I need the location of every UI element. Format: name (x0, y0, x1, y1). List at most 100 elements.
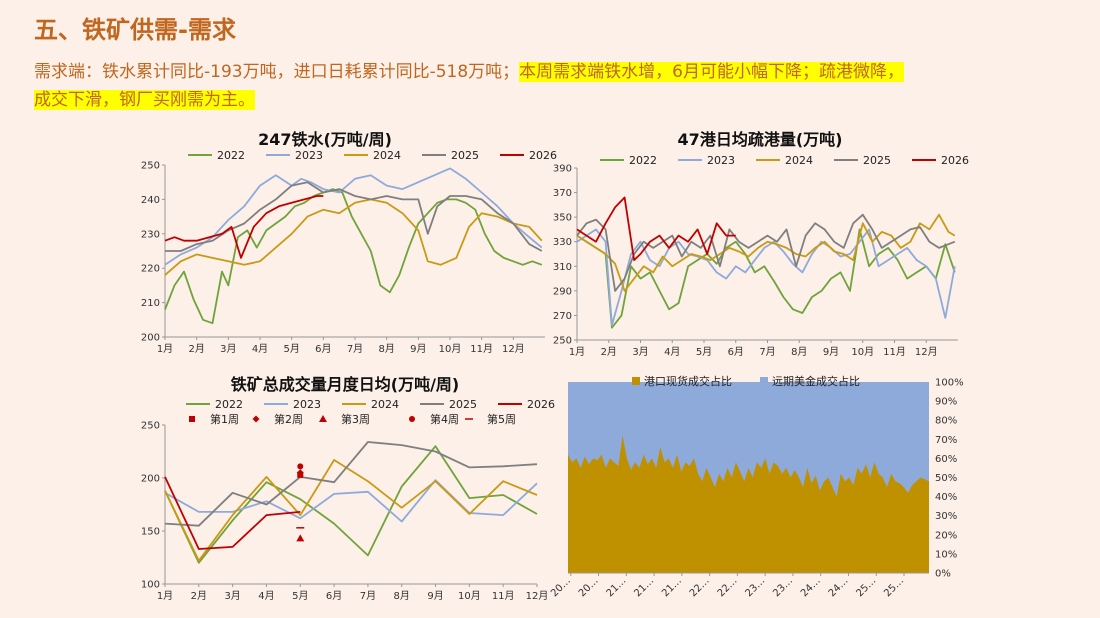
series-line-2026 (164, 195, 324, 259)
x-tick-label: 11月 (470, 343, 493, 355)
x-tick-label: 9月 (427, 590, 443, 602)
x-tick-label: 25… (855, 575, 879, 599)
chart-1-title: 247铁水(万吨/周) (258, 130, 392, 149)
x-tick-label: 12月 (502, 343, 525, 355)
summary-plain: 需求端：铁水累计同比-193万吨，进口日耗累计同比-518万吨； (34, 62, 520, 82)
summary-highlight-1: 本周需求端铁水增，6月可能小幅下降；疏港微降， (519, 62, 904, 82)
weekly-legend-symbol-3 (319, 415, 327, 422)
series-line-2024 (164, 198, 543, 276)
x-tick-label: 9月 (410, 343, 426, 355)
weekly-legend-symbol-4 (409, 416, 415, 422)
x-tick-label: 20… (577, 575, 601, 599)
y-tick-label: 150 (141, 527, 160, 538)
y-tick-label: 200 (141, 333, 160, 344)
legend-label-2025: 2025 (449, 398, 477, 411)
x-tick-label: 5月 (283, 343, 299, 355)
legend-label-port: 港口现货成交占比 (644, 374, 732, 388)
y-tick-label: 20% (935, 530, 957, 541)
y-tick-label: 60% (935, 454, 957, 465)
legend-label-2024: 2024 (785, 154, 813, 167)
series-line-2025 (165, 181, 543, 252)
x-tick-label: 4月 (258, 590, 274, 602)
y-tick-label: 210 (141, 298, 160, 309)
y-tick-label: 220 (141, 264, 160, 275)
legend-label-2026: 2026 (529, 149, 557, 162)
x-tick-label: 8月 (378, 343, 394, 355)
legend-label-2025: 2025 (863, 154, 891, 167)
x-tick-label: 8月 (791, 346, 807, 358)
x-tick-label: 6月 (315, 343, 331, 355)
x-tick-label: 2月 (191, 590, 207, 602)
y-tick-label: 350 (553, 213, 572, 224)
y-tick-label: 100% (935, 378, 964, 389)
x-tick-label: 5月 (292, 590, 308, 602)
x-tick-label: 23… (743, 575, 767, 599)
summary-highlight-2: 成交下滑，钢厂买刚需为主。 (34, 90, 255, 110)
y-tick-label: 370 (553, 188, 572, 199)
x-tick-label: 7月 (759, 346, 775, 358)
x-tick-label: 24… (799, 575, 823, 599)
x-tick-label: 24… (827, 575, 851, 599)
x-tick-label: 7月 (347, 343, 363, 355)
y-tick-label: 80% (935, 416, 957, 427)
weekly-legend-symbol-1 (189, 416, 195, 422)
x-tick-label: 7月 (360, 590, 376, 602)
port-clearance-chart: 250 270 290 310 330 350 370 390 1月 2月 3月 4月 5月 6月 7月 8月… (553, 154, 969, 358)
y-tick-label: 330 (553, 237, 572, 248)
series-line-2024 (164, 459, 538, 562)
chart-2-title: 47港日均疏港量(万吨) (678, 130, 843, 149)
x-tick-label: 3月 (632, 346, 648, 358)
x-tick-label: 22… (716, 575, 740, 599)
x-tick-label: 25… (882, 575, 906, 599)
x-tick-label: 10月 (439, 343, 462, 355)
x-tick-label: 10月 (851, 346, 874, 358)
y-tick-label: 250 (141, 421, 160, 432)
weekly-legend-label-2: 第2周 (274, 412, 303, 426)
series-line-2023 (164, 167, 543, 266)
x-tick-label: 21… (605, 575, 629, 599)
y-tick-label: 50% (935, 473, 957, 484)
series-line-2025 (164, 441, 538, 527)
x-tick-label: 21… (660, 575, 684, 599)
legend-label-2023: 2023 (293, 398, 321, 411)
weekly-legend-label-5: 第5周 (487, 412, 516, 426)
legend-label-forward: 远期美金成交占比 (772, 374, 860, 388)
weekly-marker-2 (296, 469, 304, 477)
y-tick-label: 250 (553, 336, 572, 347)
x-tick-label: 21… (632, 575, 656, 599)
x-tick-label: 3月 (224, 590, 240, 602)
legend-label-2023: 2023 (707, 154, 735, 167)
legend-label-2024: 2024 (373, 149, 401, 162)
y-tick-label: 310 (553, 262, 572, 273)
weekly-marker-4 (297, 463, 304, 470)
legend-label-2024: 2024 (371, 398, 399, 411)
legend-label-2022: 2022 (215, 398, 243, 411)
legend-label-2022: 2022 (629, 154, 657, 167)
y-tick-label: 250 (141, 161, 160, 172)
weekly-legend-symbol-2 (252, 415, 260, 423)
x-tick-label: 1月 (569, 346, 585, 358)
x-tick-label: 4月 (252, 343, 268, 355)
weekly-legend-label-4: 第4周 (430, 412, 459, 426)
series-line-2023 (576, 228, 956, 327)
legend-label-2026: 2026 (527, 398, 555, 411)
series-line-2022 (164, 188, 543, 325)
x-tick-label: 1月 (157, 343, 173, 355)
monthly-volume-chart: 100 150 200 250 1月 2月 3月 4月 5月 6月 7月 8月 9月 10月 11月 12月 2… (141, 398, 555, 602)
chart-3-title: 铁矿总成交量月度日均(万吨/周) (231, 375, 459, 394)
x-tick-label: 12月 (526, 590, 549, 602)
y-tick-label: 40% (935, 492, 957, 503)
y-tick-label: 100 (141, 580, 160, 591)
x-tick-label: 6月 (326, 590, 342, 602)
series-line-2025 (576, 213, 956, 292)
weekly-legend-label-1: 第1周 (210, 412, 239, 426)
page-title: 五、铁矿供需-需求 (34, 16, 236, 44)
y-tick-label: 390 (553, 164, 572, 175)
x-tick-label: 10月 (458, 590, 481, 602)
y-tick-label: 10% (935, 549, 957, 560)
x-tick-label: 11月 (883, 346, 906, 358)
x-tick-label: 2月 (188, 343, 204, 355)
x-tick-label: 8月 (394, 590, 410, 602)
y-tick-label: 90% (935, 397, 957, 408)
